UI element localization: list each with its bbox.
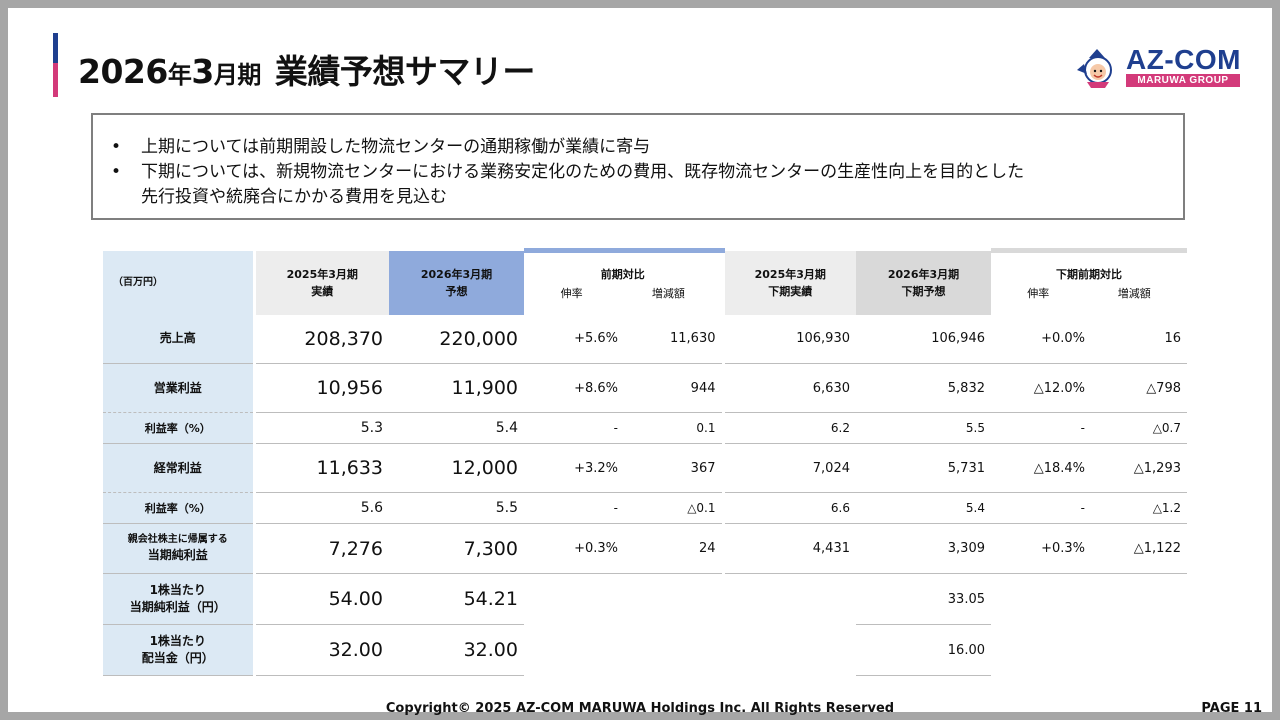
row-ordinary-profit: 経常利益 11,633 12,000 +3.2% 367 7,024 5,731…	[103, 443, 1187, 493]
table-cell: 106,946	[856, 314, 991, 364]
table-cell: 5.4	[389, 412, 524, 444]
table-cell: 11,900	[389, 363, 524, 413]
company-logo: AZ-COM MARUWA GROUP	[1073, 44, 1243, 90]
row-net-income: 親会社株主に帰属する 当期純利益 7,276 7,300 +0.3% 24 4,4…	[103, 523, 1187, 574]
table-cell: △12.0%	[991, 363, 1091, 413]
table-cell: 5,731	[856, 443, 991, 493]
table-cell: 7,276	[252, 523, 389, 574]
row-operating-margin: 利益率（%） 5.3 5.4 - 0.1 6.2 5.5 - △0.7	[103, 412, 1187, 444]
table-cell: △798	[1091, 363, 1187, 413]
table-cell: 5.3	[252, 412, 389, 444]
summary-box: • 上期については前期開設した物流センターの通期稼働が業績に寄与 • 下期については…	[91, 113, 1185, 220]
row-label: 経常利益	[103, 443, 254, 493]
copyright: Copyright© 2025 AZ-COM MARUWA Holdings I…	[385, 701, 895, 716]
table-cell: 4,431	[721, 523, 856, 574]
table-cell: -	[524, 412, 624, 444]
table-cell: △1,293	[1091, 443, 1187, 493]
page-number: PAGE 11	[1201, 701, 1262, 716]
table-cell: △1.2	[1091, 492, 1187, 524]
table-cell: 32.00	[252, 624, 389, 676]
table-cell: 106,930	[721, 314, 856, 364]
accent-bar	[53, 33, 58, 97]
bullet-item: • 下期については、新規物流センターにおける業務安定化のための費用、既存物流センタ…	[111, 162, 1025, 207]
table-cell: 5.5	[856, 412, 991, 444]
row-label: 利益率（%）	[103, 492, 254, 524]
table-cell: △0.1	[624, 492, 723, 524]
table-cell: +0.3%	[991, 523, 1091, 574]
table-cell: 944	[624, 363, 723, 413]
table-cell: 32.00	[389, 624, 524, 676]
table-cell: 6.6	[721, 492, 856, 524]
logo-brand: AZ-COM	[1126, 44, 1241, 75]
table-cell: 6.2	[721, 412, 856, 444]
table-cell: 367	[624, 443, 723, 493]
row-label: 1株当たり 当期純利益（円）	[103, 573, 254, 625]
page-title: 2026年3月期 業績予想サマリー	[78, 52, 535, 91]
table-cell: 208,370	[252, 314, 389, 364]
col-h2-26: 2026年3月期 下期予想	[856, 250, 991, 315]
table-cell: 3,309	[856, 523, 991, 574]
mascot-icon	[1077, 49, 1112, 88]
table-cell: 16.00	[856, 624, 991, 676]
col-yoy: 前期対比 伸率 増減額	[524, 248, 723, 315]
row-sales: 売上高 208,370 220,000 +5.6% 11,630 106,930…	[103, 314, 1187, 364]
table-cell: 11,630	[624, 314, 723, 364]
table-cell: 5,832	[856, 363, 991, 413]
row-label: 営業利益	[103, 363, 254, 413]
row-label: 親会社株主に帰属する 当期純利益	[103, 523, 254, 574]
table-cell: -	[524, 492, 624, 524]
table-cell: 10,956	[252, 363, 389, 413]
table-cell: 24	[624, 523, 723, 574]
table-cell: 12,000	[389, 443, 524, 493]
table-cell: -	[991, 492, 1091, 524]
table-cell: 0.1	[624, 412, 723, 444]
row-dps: 1株当たり 配当金（円） 32.00 32.00 16.00	[103, 624, 1187, 676]
table-cell: 54.21	[389, 573, 524, 625]
logo-group: MARUWA GROUP	[1126, 74, 1240, 87]
table-cell: 6,630	[721, 363, 856, 413]
table-header-row: （百万円） 2025年3月期 実績 2026年3月期 予想 前期対比 伸率 増減額 20…	[103, 248, 1187, 315]
table-cell: △0.7	[1091, 412, 1187, 444]
row-label: 1株当たり 配当金（円）	[103, 624, 254, 676]
unit-label: （百万円）	[103, 250, 254, 315]
table-cell: 7,300	[389, 523, 524, 574]
table-cell: 7,024	[721, 443, 856, 493]
table-cell: +0.3%	[524, 523, 624, 574]
forecast-table: （百万円） 2025年3月期 実績 2026年3月期 予想 前期対比 伸率 増減額 20…	[103, 248, 1187, 676]
table-cell: 5.6	[252, 492, 389, 524]
row-ordinary-margin: 利益率（%） 5.6 5.5 - △0.1 6.6 5.4 - △1.2	[103, 492, 1187, 524]
row-label: 売上高	[103, 314, 254, 364]
table-cell: 220,000	[389, 314, 524, 364]
table-cell: 5.5	[389, 492, 524, 524]
row-label: 利益率（%）	[103, 412, 254, 444]
table-cell: +3.2%	[524, 443, 624, 493]
slide: 2026年3月期 業績予想サマリー AZ-COM MARUWA GROUP • 上期…	[8, 8, 1272, 716]
row-operating-profit: 営業利益 10,956 11,900 +8.6% 944 6,630 5,832…	[103, 363, 1187, 413]
table-cell: △1,122	[1091, 523, 1187, 574]
col-h2-25: 2025年3月期 下期実績	[721, 250, 856, 315]
table-cell: +8.6%	[524, 363, 624, 413]
col-fy26: 2026年3月期 予想	[389, 250, 524, 315]
table-cell: 16	[1091, 314, 1187, 364]
row-eps: 1株当たり 当期純利益（円） 54.00 54.21 33.05	[103, 573, 1187, 625]
table-cell: 54.00	[252, 573, 389, 625]
table-cell: 5.4	[856, 492, 991, 524]
table-cell: +0.0%	[991, 314, 1091, 364]
col-fy25: 2025年3月期 実績	[252, 250, 389, 315]
table-cell: -	[991, 412, 1091, 444]
table-cell: 11,633	[252, 443, 389, 493]
table-cell: 33.05	[856, 573, 991, 625]
col-h2-yoy: 下期前期対比 伸率 増減額	[991, 248, 1187, 315]
bullet-item: • 上期については前期開設した物流センターの通期稼働が業績に寄与	[111, 137, 651, 157]
table-cell: △18.4%	[991, 443, 1091, 493]
table-cell: +5.6%	[524, 314, 624, 364]
